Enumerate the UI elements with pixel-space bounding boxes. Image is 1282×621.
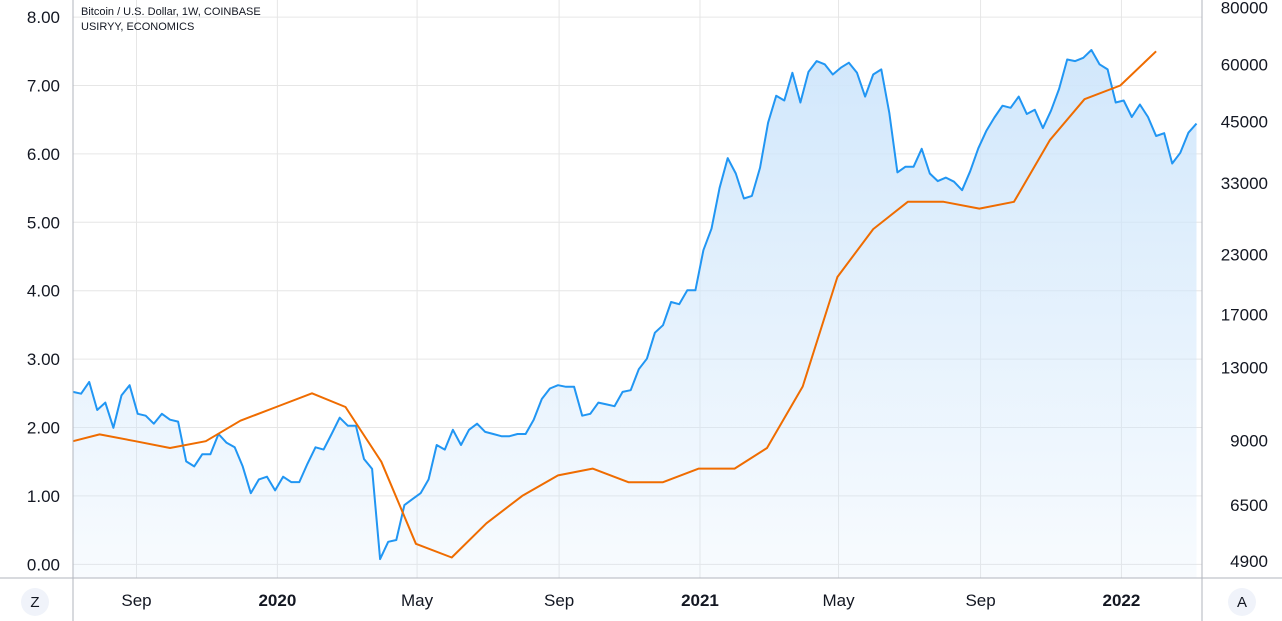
- bitcoin-price-line: [72, 49, 1198, 561]
- auto-scale-button[interactable]: A: [1228, 588, 1256, 616]
- left-tick-label: 8.00: [27, 8, 60, 27]
- time-tick-label: Sep: [544, 591, 574, 610]
- right-tick-label: 23000: [1221, 245, 1268, 264]
- time-tick-label: 2020: [258, 591, 296, 610]
- time-tick-label: 2021: [681, 591, 719, 610]
- left-scale-button[interactable]: Z: [21, 588, 49, 616]
- legend-symbol-line: Bitcoin / U.S. Dollar, 1W, COINBASE: [81, 6, 261, 18]
- time-tick-label: 2022: [1103, 591, 1141, 610]
- right-axis: 4900 6500 9000 13000 17000 23000 33000 45000 600…: [1221, 0, 1268, 571]
- left-tick-label: 3.00: [27, 350, 60, 369]
- left-axis: 0.00 1.00 2.00 3.00 4.00 5.00 6.00 7.00 8.00: [27, 8, 60, 574]
- time-axis: Sep 2020 May Sep 2021 May Sep 2022: [121, 591, 1140, 610]
- legend-economics-line: USIRYY, ECONOMICS: [81, 21, 195, 33]
- time-tick-label: May: [401, 591, 434, 610]
- left-tick-label: 1.00: [27, 487, 60, 506]
- right-tick-label: 60000: [1221, 55, 1268, 74]
- time-tick-label: Sep: [121, 591, 151, 610]
- left-tick-label: 6.00: [27, 145, 60, 164]
- right-tick-label: 4900: [1230, 552, 1268, 571]
- right-tick-label: 80000: [1221, 0, 1268, 17]
- time-tick-label: May: [822, 591, 855, 610]
- left-tick-label: 5.00: [27, 213, 60, 232]
- right-tick-label: 17000: [1221, 305, 1268, 324]
- left-tick-label: 2.00: [27, 419, 60, 438]
- chart-legend: Bitcoin / U.S. Dollar, 1W, COINBASE USIR…: [81, 5, 261, 35]
- right-tick-label: 6500: [1230, 496, 1268, 515]
- right-tick-label: 13000: [1221, 359, 1268, 378]
- right-tick-label: 45000: [1221, 112, 1268, 131]
- left-tick-label: 7.00: [27, 77, 60, 96]
- right-tick-label: 33000: [1221, 174, 1268, 193]
- time-tick-label: Sep: [965, 591, 995, 610]
- right-tick-label: 9000: [1230, 432, 1268, 451]
- inflation-rate-line: [72, 50, 1157, 559]
- bitcoin-area-fill: [73, 50, 1197, 578]
- left-tick-label: 0.00: [27, 555, 60, 574]
- left-tick-label: 4.00: [27, 282, 60, 301]
